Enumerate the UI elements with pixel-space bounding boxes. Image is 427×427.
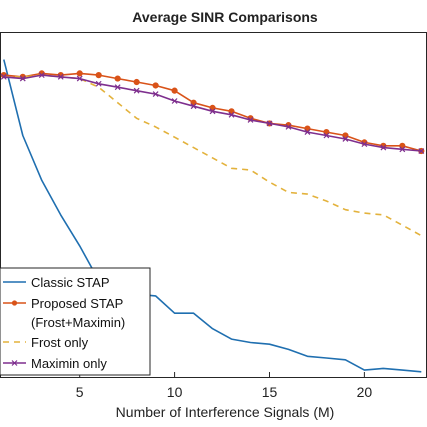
data-point [399, 146, 406, 153]
data-point [380, 144, 387, 151]
data-point [228, 111, 235, 118]
legend-box [0, 267, 151, 376]
data-point [152, 82, 159, 89]
legend-label: Frost only [31, 335, 89, 350]
data-point [190, 99, 197, 106]
data-point [76, 70, 83, 77]
data-point [152, 91, 159, 98]
data-point [190, 103, 197, 110]
chart-title: Average SINR Comparisons [132, 9, 318, 25]
x-tick-label: 20 [357, 384, 373, 400]
data-point [0, 73, 7, 80]
data-point [342, 136, 349, 142]
data-point [323, 128, 330, 136]
data-point [95, 80, 102, 87]
x-axis-label: Number of Interference Signals (M) [116, 404, 335, 420]
series-line-1 [3, 59, 422, 373]
legend: Classic STAP Proposed STAP (Frost+Maximin)… [0, 267, 151, 376]
series-4 [0, 72, 425, 154]
legend-label: Classic STAP [31, 275, 110, 290]
x-tick-label: 10 [167, 384, 183, 400]
data-point [171, 98, 178, 104]
legend-label: Maximin only [31, 356, 107, 371]
data-point [399, 142, 406, 149]
data-point [418, 148, 425, 154]
data-point [209, 108, 216, 115]
data-point [95, 72, 102, 79]
data-point [342, 132, 349, 139]
data-point [361, 141, 368, 148]
data-point [114, 75, 121, 82]
x-tick-label: 15 [262, 384, 278, 400]
data-point [133, 87, 140, 94]
series-layer [0, 59, 425, 373]
data-point [114, 84, 121, 91]
data-point [304, 125, 311, 132]
data-point [171, 87, 178, 94]
data-point [38, 72, 45, 79]
series-1 [3, 59, 422, 373]
x-axis-ticks: 5 10 15 20 [76, 372, 373, 400]
data-point [247, 117, 254, 123]
data-point [323, 132, 330, 139]
data-point [285, 123, 292, 130]
legend-label: Proposed STAP (Frost+Maximin) [31, 296, 125, 330]
data-point [266, 120, 273, 127]
legend-marker [11, 360, 18, 366]
data-point [19, 75, 26, 82]
legend-marker [11, 300, 18, 306]
data-point [304, 129, 311, 135]
x-tick-label: 5 [76, 384, 84, 400]
data-point [228, 108, 235, 115]
data-point [57, 73, 64, 80]
data-point [133, 78, 140, 86]
data-point [76, 75, 83, 82]
